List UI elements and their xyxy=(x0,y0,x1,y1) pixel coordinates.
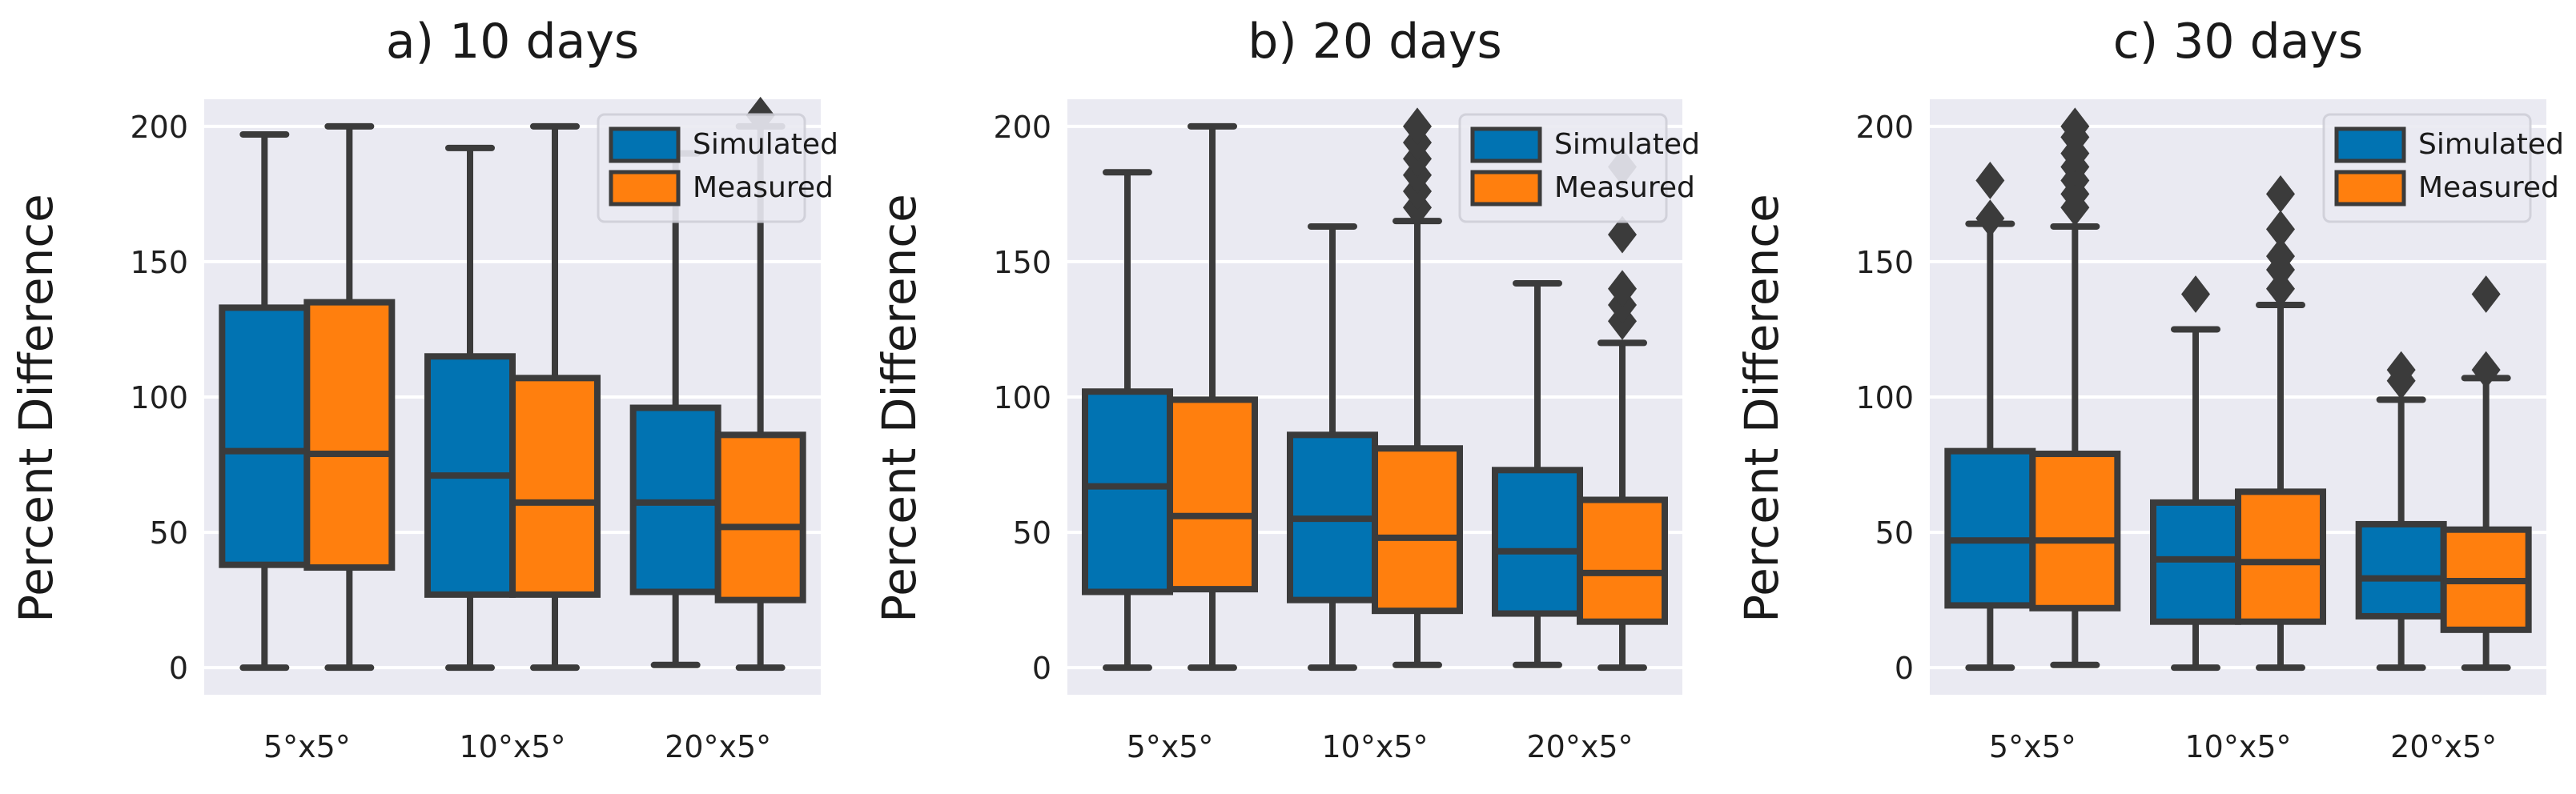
box-measured xyxy=(2029,451,2121,612)
panel-title: c) 30 days xyxy=(2113,14,2364,70)
legend-label: Measured xyxy=(1554,171,1695,204)
y-axis-label: Percent Difference xyxy=(9,194,63,623)
outlier-point xyxy=(2266,210,2295,248)
box-simulated xyxy=(219,304,311,568)
y-tick-label: 150 xyxy=(1855,245,1914,280)
legend-swatch-simulated xyxy=(2334,126,2406,163)
y-tick-label: 0 xyxy=(1032,651,1051,686)
x-tick-label: 20°x5° xyxy=(1526,729,1633,764)
panel-2: 0 50 100 150 200 b) 20 days Percent Difference… xyxy=(872,14,1700,764)
y-tick-label: 100 xyxy=(1855,380,1914,415)
box-measured xyxy=(303,299,396,571)
box-measured xyxy=(2235,488,2326,625)
x-tick-label: 5°x5° xyxy=(1127,729,1214,764)
outlier-point xyxy=(1975,199,2005,238)
box-simulated xyxy=(1082,388,1173,596)
y-tick-label: 200 xyxy=(993,110,1051,145)
box-simulated xyxy=(2355,520,2447,620)
outlier-point xyxy=(1975,162,2005,199)
x-tick-label: 10°x5° xyxy=(2184,729,2291,764)
box-measured xyxy=(1372,445,1463,615)
legend-label: Simulated xyxy=(1554,128,1700,161)
legend-swatch-measured xyxy=(2334,170,2406,207)
y-tick-label: 150 xyxy=(993,245,1051,280)
box-measured xyxy=(1577,496,1668,625)
y-axis-label: Percent Difference xyxy=(1734,194,1789,623)
outlier-point xyxy=(2266,174,2295,213)
legend-label: Measured xyxy=(693,171,834,204)
y-tick-label: 200 xyxy=(130,110,188,145)
y-axis-label: Percent Difference xyxy=(872,194,926,623)
outlier-point xyxy=(2181,275,2210,313)
panel-1: 0 50 100 150 200 a) 10 days Percent Difference… xyxy=(9,14,838,764)
outlier-point xyxy=(1608,270,1637,308)
outlier-point xyxy=(2386,351,2416,389)
x-tick-label: 10°x5° xyxy=(459,729,565,764)
x-tick-label: 20°x5° xyxy=(2390,729,2497,764)
panel-title: a) 10 days xyxy=(386,14,639,70)
y-tick-label: 0 xyxy=(169,651,188,686)
legend-swatch-measured xyxy=(609,170,681,207)
x-tick-label: 5°x5° xyxy=(1989,729,2076,764)
legend-label: Simulated xyxy=(693,128,838,161)
y-tick-label: 50 xyxy=(150,515,188,551)
y-tick-label: 50 xyxy=(1013,515,1051,551)
box-simulated xyxy=(1944,447,2036,609)
outlier-point xyxy=(2266,237,2295,275)
legend-label: Simulated xyxy=(2418,128,2564,161)
y-tick-label: 0 xyxy=(1895,651,1914,686)
box-simulated xyxy=(1492,467,1583,617)
outlier-point xyxy=(1608,215,1637,254)
outlier-point xyxy=(1403,107,1432,146)
y-tick-label: 50 xyxy=(1875,515,1914,551)
outlier-point xyxy=(2060,107,2090,146)
legend-swatch-simulated xyxy=(609,126,681,163)
outlier-point xyxy=(2471,351,2501,389)
box-measured xyxy=(1167,396,1258,593)
legend-swatch-simulated xyxy=(1470,126,1542,163)
box-measured xyxy=(509,375,601,598)
x-tick-label: 20°x5° xyxy=(665,729,771,764)
x-tick-label: 5°x5° xyxy=(263,729,351,764)
x-tick-label: 10°x5° xyxy=(1321,729,1428,764)
y-tick-label: 100 xyxy=(130,380,188,415)
y-tick-label: 100 xyxy=(993,380,1051,415)
panel-3: 0 50 100 150 200 c) 30 days Percent Difference… xyxy=(1734,14,2564,764)
legend-label: Measured xyxy=(2418,171,2559,204)
legend-swatch-measured xyxy=(1470,170,1542,207)
y-tick-label: 200 xyxy=(1855,110,1914,145)
y-tick-label: 150 xyxy=(130,245,188,280)
outlier-point xyxy=(2266,270,2295,308)
outlier-point xyxy=(2471,275,2501,313)
box-measured xyxy=(714,431,806,604)
panel-title: b) 20 days xyxy=(1248,14,1502,70)
